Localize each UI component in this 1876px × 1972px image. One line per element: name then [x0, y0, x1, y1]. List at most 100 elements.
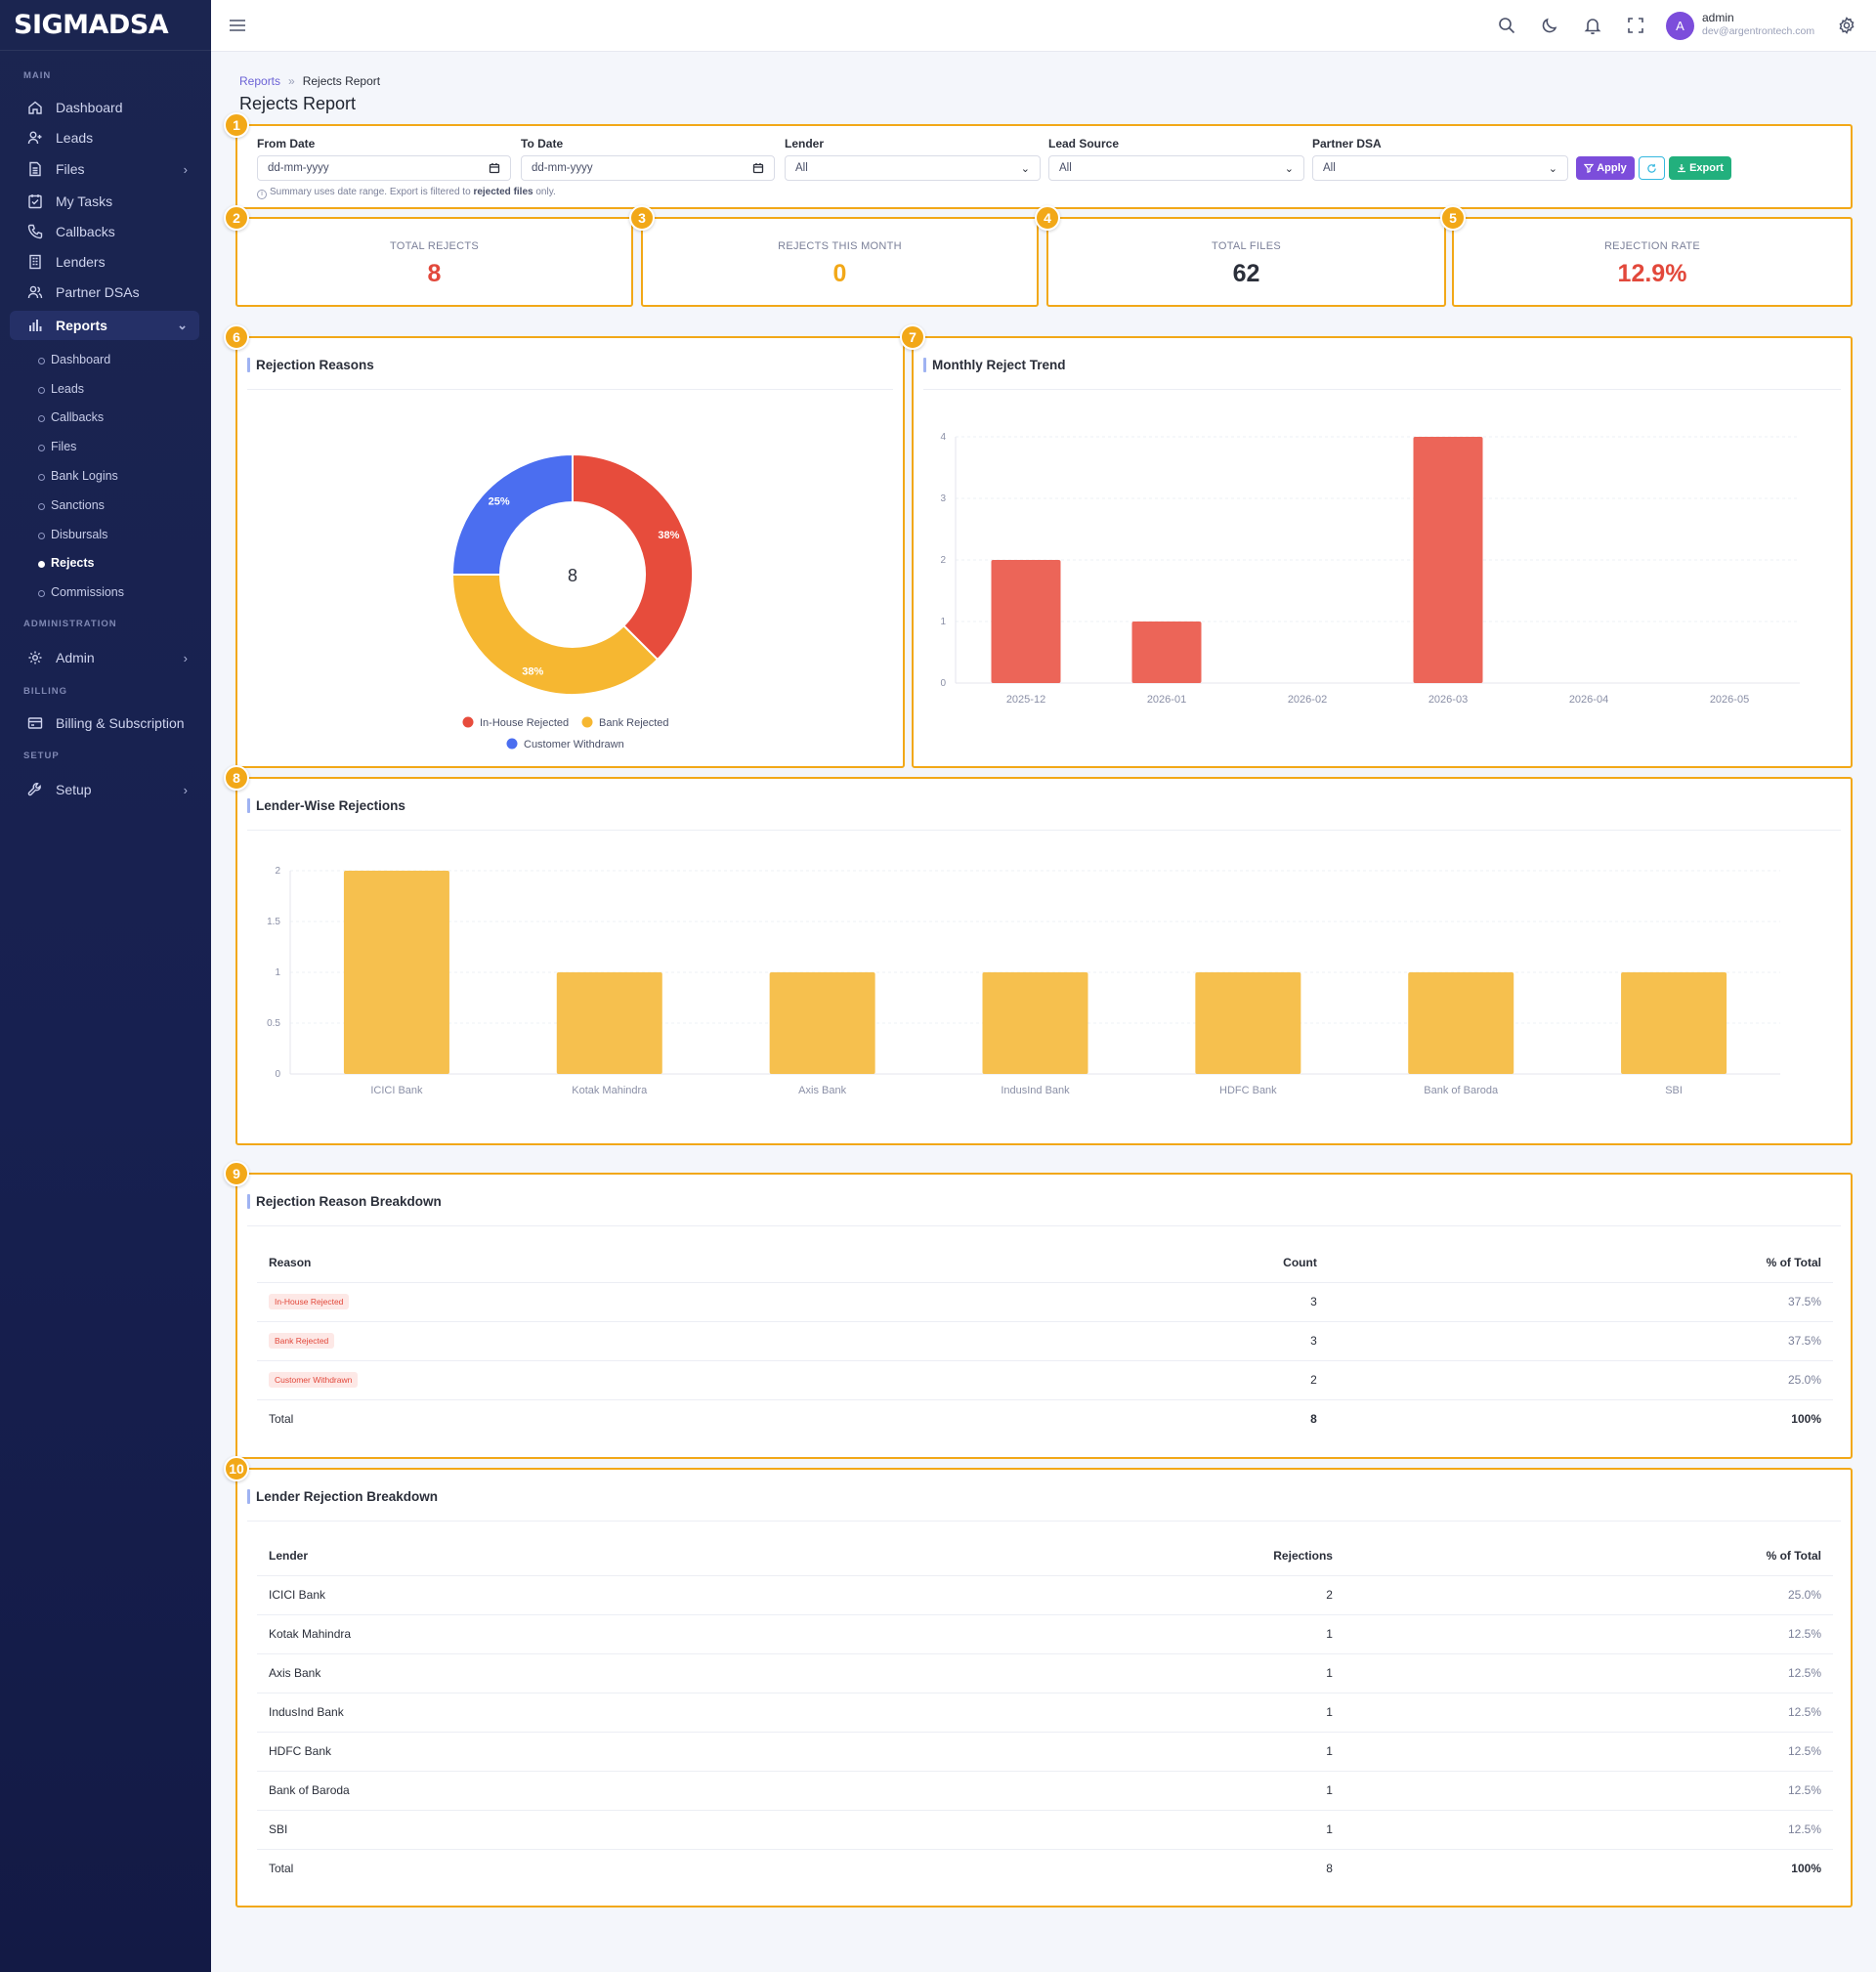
breadcrumb-reports-link[interactable]: Reports — [239, 74, 281, 88]
settings-icon[interactable] — [1836, 15, 1857, 36]
sidebar-item-setup[interactable]: Setup › — [10, 775, 199, 804]
badge-10: 10 — [224, 1456, 249, 1481]
y-tick-label: 0 — [940, 678, 946, 689]
x-tick-label: 2026-03 — [1428, 694, 1468, 706]
from-date-input[interactable]: dd-mm-yyyy — [257, 155, 511, 181]
total-pct: 100% — [1328, 1398, 1833, 1438]
lender-cell: ICICI Bank — [257, 1574, 1125, 1614]
count-cell: 2 — [1124, 1574, 1344, 1614]
sidebar-item-leads[interactable]: Leads — [10, 123, 199, 152]
total-label: Total — [257, 1848, 1125, 1888]
partner-dsa-select-value: All — [1323, 162, 1336, 174]
sidebar-subitem-files[interactable]: Files — [37, 436, 76, 457]
badge-1: 1 — [224, 112, 249, 138]
user-plus-icon — [27, 131, 42, 145]
sidebar-item-my-tasks[interactable]: My Tasks — [10, 187, 199, 216]
partner-dsa-label: Partner DSA — [1312, 137, 1382, 150]
slice-label: 25% — [489, 496, 510, 508]
sidebar: SIGMADSA MAIN Dashboard Leads Files › My… — [0, 0, 211, 1972]
sidebar-subitem-dashboard[interactable]: Dashboard — [37, 349, 110, 370]
apply-button[interactable]: Apply — [1576, 156, 1635, 180]
sidebar-item-dashboard[interactable]: Dashboard — [10, 93, 199, 122]
legend-marker — [581, 716, 593, 728]
chevron-down-icon: ⌄ — [1284, 163, 1294, 175]
sidebar-subitem-rejects[interactable]: Rejects — [37, 552, 94, 574]
sidebar-item-partner-dsas[interactable]: Partner DSAs — [10, 278, 199, 307]
chevron-right-icon: › — [183, 782, 188, 797]
kpi-label: TOTAL FILES — [1212, 240, 1281, 252]
sidebar-item-files[interactable]: Files › — [10, 154, 199, 184]
nav-section-main: MAIN — [23, 70, 52, 81]
sidebar-subitem-sanctions[interactable]: Sanctions — [38, 494, 105, 516]
bar — [1621, 972, 1727, 1074]
breadcrumb-separator: » — [288, 74, 295, 88]
chevron-right-icon: › — [183, 650, 188, 665]
table-row: Bank of Baroda 1 12.5% — [257, 1770, 1833, 1810]
x-tick-label: Kotak Mahindra — [572, 1085, 648, 1096]
file-icon — [29, 161, 41, 177]
avatar[interactable]: A — [1666, 12, 1694, 40]
sidebar-subitem-bank-logins[interactable]: Bank Logins — [38, 465, 118, 487]
search-icon[interactable] — [1496, 15, 1517, 36]
sidebar-item-billing[interactable]: Billing & Subscription — [10, 708, 199, 738]
reset-button[interactable] — [1639, 156, 1665, 180]
sidebar-item-reports[interactable]: Reports ⌄ — [10, 311, 199, 340]
count-cell: 1 — [1124, 1770, 1344, 1810]
brand-logo[interactable]: SIGMADSA — [0, 0, 211, 51]
sidebar-item-lenders[interactable]: Lenders — [10, 247, 199, 277]
moon-icon[interactable] — [1539, 15, 1560, 36]
lender-cell: Axis Bank — [257, 1652, 1125, 1693]
x-tick-label: 2026-05 — [1710, 694, 1749, 706]
sidebar-subitem-leads[interactable]: Leads — [37, 378, 84, 400]
kpi-label: TOTAL REJECTS — [389, 240, 480, 252]
count-cell: 1 — [1124, 1731, 1344, 1771]
reason-breakdown-card: Rejection Reason Breakdown Reason Count … — [235, 1173, 1853, 1459]
card-divider — [247, 389, 893, 390]
breadcrumb: Reports » Rejects Report — [239, 74, 380, 88]
nav-section-administration: ADMINISTRATION — [23, 619, 117, 629]
sidebar-subitem-commissions[interactable]: Commissions — [37, 581, 124, 603]
badge-9: 9 — [224, 1161, 249, 1186]
legend-label: Bank Rejected — [599, 717, 669, 729]
table-row: Axis Bank 1 12.5% — [257, 1652, 1833, 1693]
nav-section-setup: SETUP — [23, 750, 60, 761]
from-date-value: dd-mm-yyyy — [268, 162, 329, 174]
sidebar-subitem-disbursals[interactable]: Disbursals — [37, 524, 107, 545]
partner-dsa-select[interactable]: All ⌄ — [1312, 155, 1568, 181]
pct-cell: 25.0% — [1343, 1574, 1833, 1614]
fullscreen-icon[interactable] — [1625, 15, 1646, 36]
x-tick-label: 2025-12 — [1006, 694, 1045, 706]
kpi-rejects-this-month: REJECTS THIS MONTH 0 — [641, 217, 1039, 307]
table-row: HDFC Bank 1 12.5% — [257, 1731, 1833, 1771]
pct-cell: 12.5% — [1343, 1692, 1833, 1732]
x-tick-label: Bank of Baroda — [1424, 1085, 1499, 1096]
x-tick-label: HDFC Bank — [1219, 1085, 1277, 1096]
card-title: Lender-Wise Rejections — [247, 798, 405, 813]
bar-chart-icon — [29, 320, 42, 331]
reason-badge: Bank Rejected — [269, 1333, 335, 1349]
col-rejections: Rejections — [1273, 1548, 1333, 1563]
export-button[interactable]: Export — [1669, 156, 1731, 180]
to-date-input[interactable]: dd-mm-yyyy — [521, 155, 775, 181]
sidebar-item-admin[interactable]: Admin › — [10, 643, 199, 672]
bar — [1131, 622, 1202, 683]
users-icon — [27, 285, 43, 299]
donut-slice — [450, 574, 660, 696]
kpi-label: REJECTS THIS MONTH — [778, 240, 902, 252]
topbar: A admin dev@argentrontech.com — [211, 0, 1876, 52]
menu-toggle-icon[interactable] — [227, 15, 248, 36]
badge-2: 2 — [224, 205, 249, 231]
card-title: Rejection Reasons — [247, 358, 374, 372]
lender-select[interactable]: All ⌄ — [785, 155, 1041, 181]
user-email: dev@argentrontech.com — [1702, 25, 1815, 37]
badge-3: 3 — [629, 205, 655, 231]
monthly-trend-card: Monthly Reject Trend 0 1 2 3 4 2025-12 2026-01… — [912, 336, 1853, 768]
calendar-icon — [752, 163, 764, 174]
card-title: Monthly Reject Trend — [923, 358, 1066, 372]
sidebar-item-callbacks[interactable]: Callbacks — [10, 217, 199, 246]
lead-source-select[interactable]: All ⌄ — [1048, 155, 1304, 181]
sidebar-subitem-callbacks[interactable]: Callbacks — [37, 407, 104, 428]
bell-icon[interactable] — [1582, 15, 1603, 36]
total-count: 8 — [1124, 1848, 1344, 1888]
user-name: admin — [1702, 11, 1734, 24]
